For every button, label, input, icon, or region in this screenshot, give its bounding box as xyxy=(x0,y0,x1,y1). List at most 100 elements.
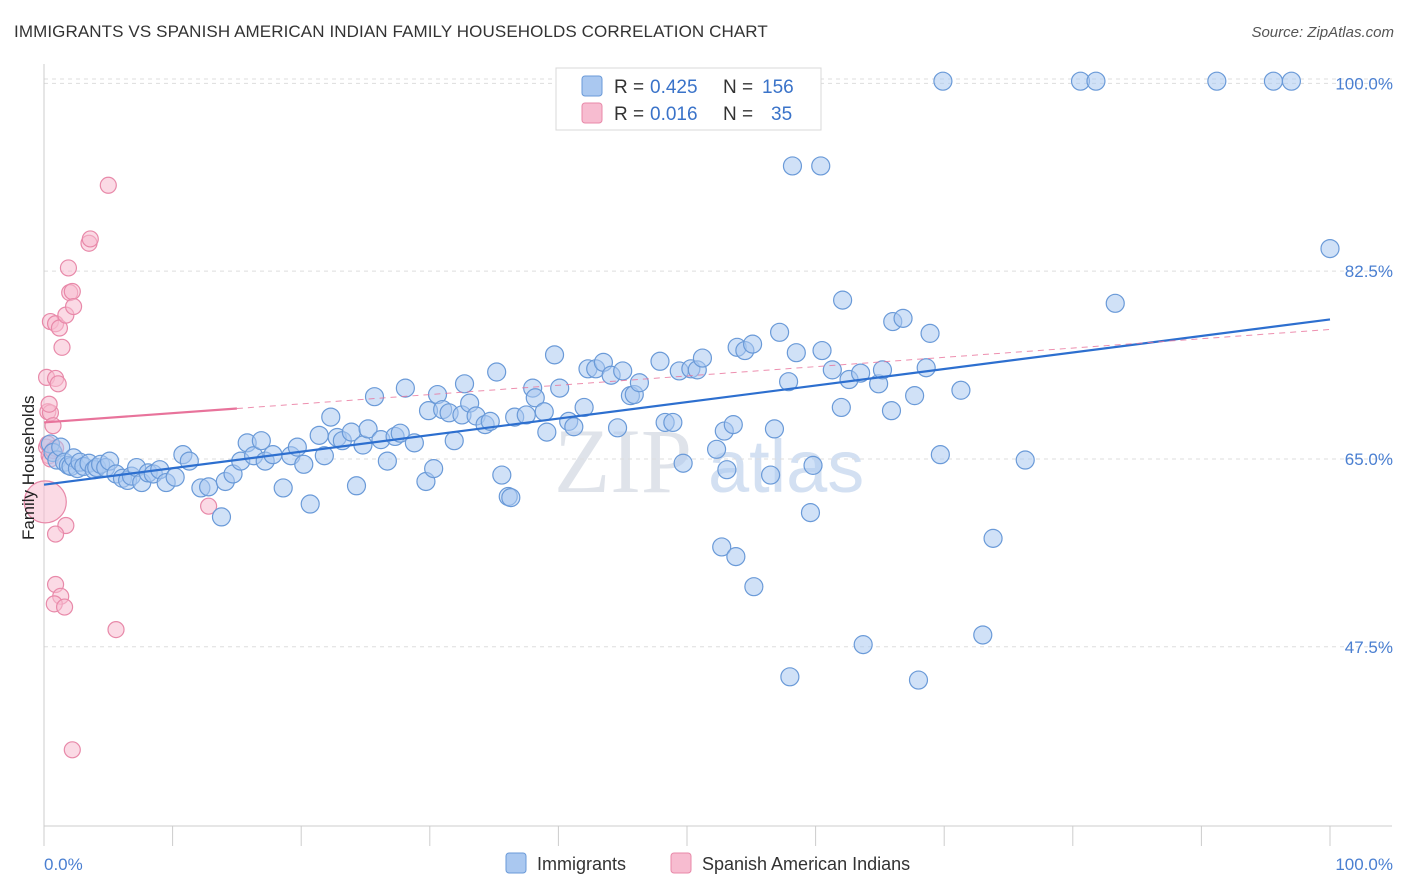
immigrants-point xyxy=(537,422,557,442)
x-tick-label-1: 100.0% xyxy=(1335,855,1393,874)
immigrants-point xyxy=(501,487,521,508)
immigrants-trend-line xyxy=(43,318,1331,486)
immigrants-point xyxy=(525,388,545,408)
immigrants-point xyxy=(1015,450,1035,470)
legend-n-label-immigrants: N = xyxy=(723,77,753,98)
immigrants-point xyxy=(424,459,444,479)
immigrants-point xyxy=(726,547,746,567)
spanish-trend-line xyxy=(43,407,237,424)
immigrants-point xyxy=(1086,71,1106,91)
immigrants-point xyxy=(1207,71,1227,91)
spanish-american-indians-point xyxy=(49,375,67,393)
spanish-american-indians-point xyxy=(40,395,58,413)
spanish-american-indians-point xyxy=(53,338,71,356)
immigrants-point xyxy=(930,445,950,465)
y-tick-label-2: 82.5% xyxy=(1345,262,1393,281)
legend-r-value-immigrants: 0.425 xyxy=(650,77,698,98)
immigrants-point xyxy=(851,363,871,383)
chart-source: Source: ZipAtlas.com xyxy=(1251,24,1394,41)
gridlines xyxy=(44,78,1392,648)
immigrants-point xyxy=(364,387,385,407)
immigrants-point xyxy=(358,419,378,439)
legend-n-value-immigrants: 156 xyxy=(762,77,794,98)
immigrants-point xyxy=(831,397,851,418)
immigrants-point xyxy=(692,348,713,368)
immigrants-point xyxy=(812,340,832,361)
immigrants-point xyxy=(769,322,790,342)
immigrants-point xyxy=(933,71,953,91)
legend-swatch-spanish-american-indians xyxy=(581,102,603,124)
immigrants-point xyxy=(905,386,925,406)
immigrants-point xyxy=(550,378,570,398)
immigrants-point xyxy=(294,454,314,474)
immigrants-point xyxy=(786,343,806,363)
immigrants-point xyxy=(251,431,271,451)
chart-title: IMMIGRANTS VS SPANISH AMERICAN INDIAN FA… xyxy=(14,22,768,41)
immigrants-point xyxy=(973,625,993,645)
immigrants-point xyxy=(309,425,329,445)
immigrants-point xyxy=(199,477,219,497)
y-tick-label-1: 65.0% xyxy=(1345,450,1393,469)
immigrants-point xyxy=(544,345,565,365)
immigrants-point xyxy=(346,476,367,496)
bottom-legend-label-immigrants: Immigrants xyxy=(537,854,626,874)
legend-n-label-spanish: N = xyxy=(723,104,753,125)
immigrants-point xyxy=(1105,293,1125,313)
spanish-american-indians-point xyxy=(55,598,74,616)
immigrants-point xyxy=(706,439,727,459)
immigrants-point xyxy=(395,378,415,398)
immigrants-point xyxy=(613,361,633,381)
immigrants-point xyxy=(1320,238,1340,259)
bottom-legend-label-spanish: Spanish American Indians xyxy=(702,854,910,874)
spanish-american-indians-point xyxy=(64,297,83,316)
immigrants-point xyxy=(444,431,464,451)
spanish-american-indians-point xyxy=(63,741,81,759)
spanish-american-indians-point xyxy=(59,259,78,277)
legend-n-value-spanish: 35 xyxy=(771,104,792,125)
immigrants-point xyxy=(534,402,554,422)
y-tick-label-0: 47.5% xyxy=(1345,638,1393,657)
immigrants-point xyxy=(881,401,902,421)
immigrants-point xyxy=(314,446,334,466)
x-tick-label-0: 0.0% xyxy=(44,855,83,874)
immigrants-point xyxy=(764,419,785,439)
spanish-american-indians-point xyxy=(23,480,67,524)
series-legend: Immigrants Spanish American Indians xyxy=(505,852,910,874)
spanish-american-indians-point xyxy=(200,497,218,515)
immigrants-point xyxy=(1281,71,1302,91)
immigrants-point xyxy=(920,323,940,343)
legend-swatch-immigrants xyxy=(581,75,603,97)
immigrants-point xyxy=(321,407,341,427)
legend-r-value-spanish: 0.016 xyxy=(650,104,698,125)
immigrants-point xyxy=(916,358,936,378)
spanish-trend-extension xyxy=(236,328,1331,410)
legend-r-label-immigrants: R = xyxy=(614,77,644,98)
immigrants-point xyxy=(780,667,800,687)
immigrants-point xyxy=(872,360,893,380)
immigrants-point xyxy=(564,417,584,437)
bottom-legend-swatch-spanish xyxy=(670,852,692,874)
immigrants-point xyxy=(893,308,913,328)
immigrants-point xyxy=(377,451,397,471)
immigrants-point xyxy=(951,380,971,400)
tick-labels: 47.5% 65.0% 82.5% 100.0% 0.0% 100.0% xyxy=(44,74,1393,874)
immigrants-point xyxy=(800,503,821,523)
immigrants-point xyxy=(650,351,670,371)
spanish-american-indians-point xyxy=(63,282,81,301)
correlation-legend: R = 0.425 N = 156 R = 0.016 N = 35 xyxy=(555,67,822,131)
immigrants-point xyxy=(908,670,929,690)
immigrants-point xyxy=(811,156,831,176)
immigrants-point xyxy=(833,290,853,310)
spanish-american-indians-point xyxy=(107,620,125,639)
immigrants-point xyxy=(717,460,737,480)
spanish-american-indians-point xyxy=(44,417,62,435)
immigrants-point xyxy=(723,415,743,435)
immigrants-point xyxy=(778,372,799,392)
bottom-legend-swatch-immigrants xyxy=(505,852,527,874)
trend-lines xyxy=(43,318,1331,486)
immigrants-point xyxy=(744,577,764,597)
y-axis-title: Family Households xyxy=(19,395,38,540)
immigrants-point xyxy=(782,156,803,176)
y-tick-label-3: 100.0% xyxy=(1335,74,1393,93)
